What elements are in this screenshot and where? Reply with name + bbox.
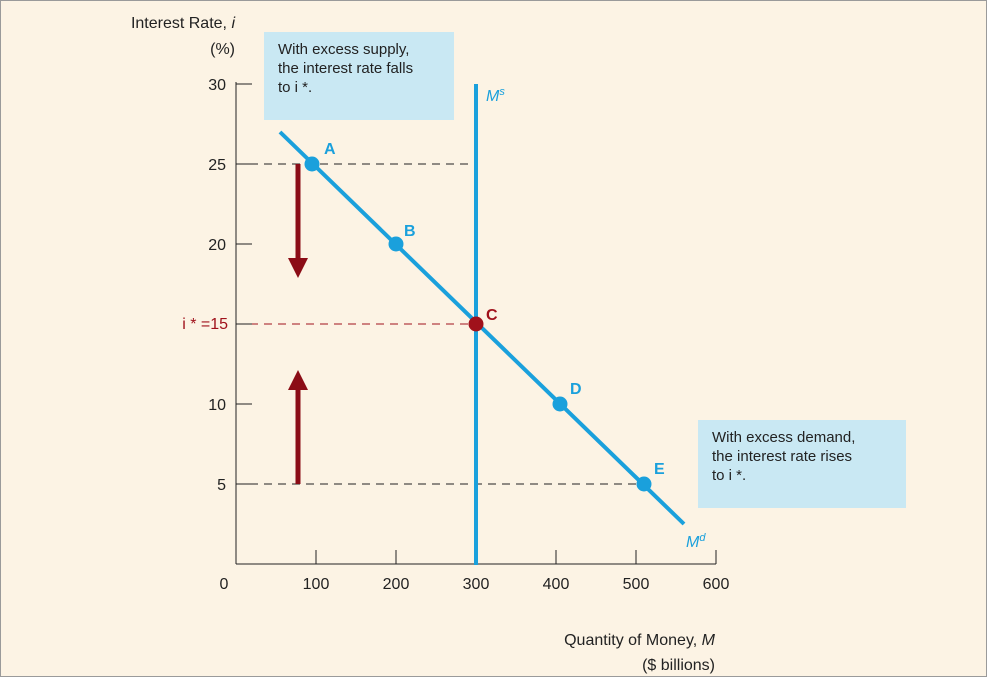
y-tick-label-10: 10 [208, 397, 226, 414]
point-D [552, 396, 568, 412]
point-label-A: A [324, 141, 336, 158]
x-axis-title: Quantity of Money, M [564, 632, 716, 649]
x-axis-symbol: M [702, 632, 716, 649]
point-label-C: C [486, 307, 498, 324]
y-tick-label-30: 30 [208, 77, 226, 94]
excess-supply-line-3: to i *. [278, 79, 313, 96]
y-axis-unit: (%) [210, 41, 235, 58]
x-axis-label: Quantity of Money, [564, 632, 697, 649]
excess-demand-note: With excess demand, the interest rate ri… [698, 420, 906, 508]
excess-supply-note: With excess supply, the interest rate fa… [264, 32, 454, 120]
point-label-D: D [570, 381, 582, 398]
point-label-B: B [404, 223, 416, 240]
x-tick-label-600: 600 [703, 576, 730, 593]
excess-demand-line-3: to i *. [712, 467, 747, 484]
x-tick-label-100: 100 [303, 576, 330, 593]
excess-demand-line-1: With excess demand, [712, 429, 856, 446]
y-tick-label-25: 25 [208, 157, 226, 174]
x-axis-unit: ($ billions) [642, 657, 715, 674]
x-tick-label-200: 200 [383, 576, 410, 593]
x-tick-label-400: 400 [543, 576, 570, 593]
point-label-E: E [654, 461, 665, 478]
x-tick-label-500: 500 [623, 576, 650, 593]
point-E [636, 476, 652, 492]
y-axis-title: Interest Rate, i [131, 15, 236, 32]
money-demand-label: Md [686, 532, 706, 551]
y-tick-label-5: 5 [217, 477, 226, 494]
x-tick-label-0: 0 [220, 576, 229, 593]
excess-demand-line-2: the interest rate rises [712, 448, 853, 465]
excess-supply-line-1: With excess supply, [278, 41, 410, 58]
excess-supply-line-2: the interest rate falls [278, 60, 414, 77]
y-axis-symbol: i [231, 15, 235, 32]
y-axis-label: Interest Rate, [131, 15, 227, 32]
equilibrium-label: i * =15 [182, 316, 228, 333]
point-B [388, 236, 404, 252]
point-C [468, 316, 484, 332]
x-tick-label-300: 300 [463, 576, 490, 593]
y-tick-label-20: 20 [208, 237, 226, 254]
point-A [304, 156, 320, 172]
money-supply-label: Ms [486, 86, 505, 105]
